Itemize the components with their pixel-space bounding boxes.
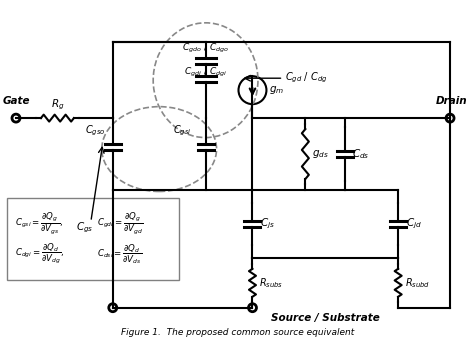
Text: $C_{gso}$: $C_{gso}$ bbox=[84, 124, 105, 138]
Text: $C_{gsi} = \dfrac{\partial Q_g}{\partial V_{gs}},$: $C_{gsi} = \dfrac{\partial Q_g}{\partial… bbox=[15, 210, 63, 236]
Text: $C_{gdo}\ /\ C_{dgo}$: $C_{gdo}\ /\ C_{dgo}$ bbox=[182, 42, 229, 55]
Text: Gate: Gate bbox=[2, 96, 30, 106]
Text: $C_{gdi}\ /\ C_{dgi}$: $C_{gdi}\ /\ C_{dgi}$ bbox=[184, 66, 227, 79]
Text: $g_m$: $g_m$ bbox=[269, 84, 284, 96]
Text: Drain: Drain bbox=[436, 96, 468, 106]
Text: $C_{ds}$: $C_{ds}$ bbox=[352, 147, 370, 161]
Text: Source / Substrate: Source / Substrate bbox=[271, 313, 380, 323]
Text: $C_{dgi} = \dfrac{\partial Q_d}{\partial V_{dg}},$: $C_{dgi} = \dfrac{\partial Q_d}{\partial… bbox=[15, 241, 64, 266]
Text: $C_{gd}\ /\ C_{dg}$: $C_{gd}\ /\ C_{dg}$ bbox=[285, 71, 328, 85]
Text: $R_g$: $R_g$ bbox=[51, 98, 64, 112]
Text: $C_{dsi} = \dfrac{\partial Q_d}{\partial V_{ds}}$: $C_{dsi} = \dfrac{\partial Q_d}{\partial… bbox=[97, 242, 142, 266]
FancyBboxPatch shape bbox=[7, 198, 179, 280]
Text: Figure 1.  The proposed common source equivalent: Figure 1. The proposed common source equ… bbox=[121, 328, 354, 337]
Text: $C_{jd}$: $C_{jd}$ bbox=[406, 217, 422, 231]
Text: $C_{gs}$: $C_{gs}$ bbox=[76, 220, 93, 235]
Text: $C_{gdi} = \dfrac{\partial Q_g}{\partial V_{gd}}$: $C_{gdi} = \dfrac{\partial Q_g}{\partial… bbox=[97, 210, 143, 236]
Text: $R_{subd}$: $R_{subd}$ bbox=[405, 276, 430, 290]
Text: $R_{subs}$: $R_{subs}$ bbox=[259, 276, 284, 290]
Text: $g_{ds}$: $g_{ds}$ bbox=[312, 148, 329, 160]
Text: $C_{js}$: $C_{js}$ bbox=[260, 217, 275, 231]
Text: $C_{gsi}$: $C_{gsi}$ bbox=[173, 124, 191, 138]
